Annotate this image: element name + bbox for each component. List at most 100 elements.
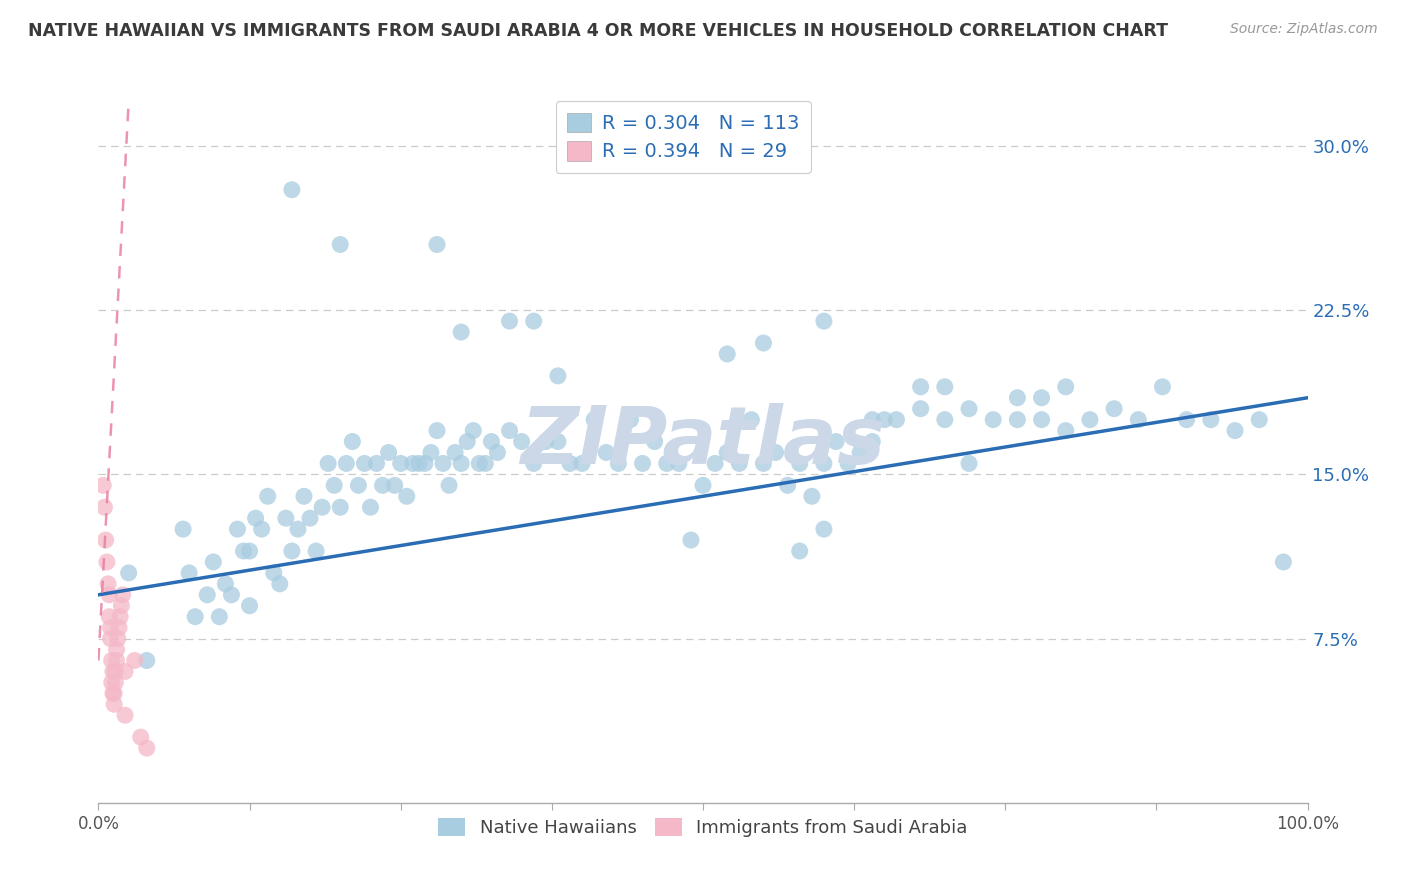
- Point: [135, 741, 157, 756]
- Point: [607, 457, 630, 471]
- Point: [825, 434, 848, 449]
- Point: [468, 457, 491, 471]
- Point: [353, 457, 375, 471]
- Point: [837, 457, 859, 471]
- Point: [214, 577, 236, 591]
- Point: [202, 555, 225, 569]
- Point: [114, 708, 136, 723]
- Point: [813, 314, 835, 328]
- Point: [481, 434, 503, 449]
- Point: [104, 675, 127, 690]
- Point: [1223, 424, 1246, 438]
- Point: [547, 434, 569, 449]
- Point: [97, 577, 120, 591]
- Point: [668, 457, 690, 471]
- Point: [371, 478, 394, 492]
- Point: [124, 653, 146, 667]
- Point: [444, 445, 467, 459]
- Point: [1007, 391, 1029, 405]
- Point: [226, 522, 249, 536]
- Legend: Native Hawaiians, Immigrants from Saudi Arabia: Native Hawaiians, Immigrants from Saudi …: [432, 811, 974, 845]
- Point: [172, 522, 194, 536]
- Point: [583, 412, 606, 426]
- Point: [910, 401, 932, 416]
- Point: [957, 457, 980, 471]
- Point: [221, 588, 243, 602]
- Point: [292, 489, 315, 503]
- Point: [437, 478, 460, 492]
- Point: [208, 609, 231, 624]
- Point: [860, 412, 883, 426]
- Point: [96, 555, 118, 569]
- Point: [776, 478, 799, 492]
- Point: [287, 522, 309, 536]
- Point: [1031, 412, 1053, 426]
- Point: [114, 665, 136, 679]
- Point: [281, 183, 304, 197]
- Point: [813, 522, 835, 536]
- Point: [873, 412, 896, 426]
- Point: [93, 500, 115, 515]
- Point: [886, 412, 908, 426]
- Point: [534, 434, 557, 449]
- Point: [728, 457, 751, 471]
- Point: [1249, 412, 1271, 426]
- Point: [263, 566, 285, 580]
- Point: [110, 599, 132, 613]
- Point: [420, 445, 443, 459]
- Point: [426, 424, 449, 438]
- Point: [789, 544, 811, 558]
- Point: [740, 412, 762, 426]
- Point: [752, 336, 775, 351]
- Point: [135, 653, 157, 667]
- Point: [547, 368, 569, 383]
- Point: [108, 609, 131, 624]
- Point: [281, 544, 304, 558]
- Point: [450, 325, 472, 339]
- Point: [510, 434, 533, 449]
- Point: [860, 434, 883, 449]
- Point: [1199, 412, 1222, 426]
- Point: [232, 544, 254, 558]
- Point: [184, 609, 207, 624]
- Point: [245, 511, 267, 525]
- Point: [269, 577, 291, 591]
- Point: [94, 533, 117, 547]
- Point: [100, 653, 122, 667]
- Point: [1007, 412, 1029, 426]
- Point: [595, 445, 617, 459]
- Point: [366, 457, 388, 471]
- Point: [98, 609, 121, 624]
- Point: [413, 457, 436, 471]
- Point: [103, 698, 125, 712]
- Point: [813, 457, 835, 471]
- Point: [765, 445, 787, 459]
- Point: [1078, 412, 1101, 426]
- Point: [118, 566, 141, 580]
- Point: [342, 434, 364, 449]
- Point: [450, 457, 472, 471]
- Point: [299, 511, 322, 525]
- Point: [105, 642, 128, 657]
- Text: ZIPatlas: ZIPatlas: [520, 402, 886, 481]
- Point: [377, 445, 399, 459]
- Point: [752, 457, 775, 471]
- Point: [523, 314, 546, 328]
- Point: [1175, 412, 1198, 426]
- Point: [558, 457, 581, 471]
- Point: [432, 457, 454, 471]
- Point: [679, 533, 702, 547]
- Point: [384, 478, 406, 492]
- Point: [1272, 555, 1295, 569]
- Point: [100, 675, 122, 690]
- Point: [347, 478, 370, 492]
- Point: [789, 457, 811, 471]
- Point: [644, 434, 666, 449]
- Point: [239, 599, 262, 613]
- Point: [100, 632, 122, 646]
- Point: [105, 653, 128, 667]
- Point: [91, 478, 114, 492]
- Point: [1102, 401, 1125, 416]
- Point: [716, 445, 738, 459]
- Point: [408, 457, 430, 471]
